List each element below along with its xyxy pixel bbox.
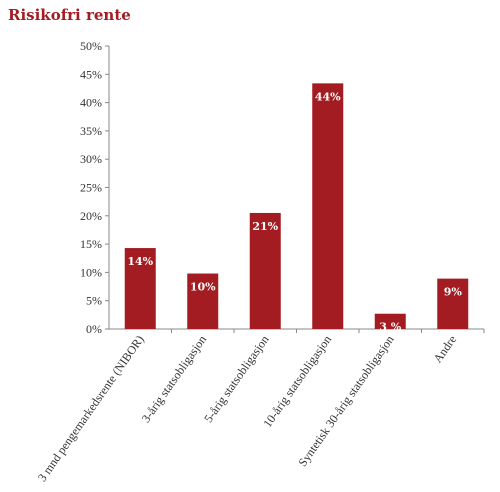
- y-tick-label: 25%: [80, 181, 102, 195]
- bar-data-label: 14%: [127, 255, 153, 268]
- bar: [187, 273, 219, 329]
- bar: [437, 278, 469, 329]
- bar-data-label: 44%: [315, 90, 341, 103]
- x-category-label: 3 mnd pengemarkedsrente (NIBOR): [35, 333, 147, 484]
- y-tick-label: 50%: [80, 39, 102, 53]
- bar-data-label: 9%: [444, 286, 463, 299]
- y-tick-label: 15%: [80, 237, 102, 251]
- y-tick-label: 10%: [80, 265, 102, 279]
- bar-data-label: 21%: [252, 220, 278, 233]
- y-tick-label: 0%: [86, 322, 102, 336]
- y-tick-label: 35%: [80, 124, 102, 138]
- chart-title: Risikofri rente: [8, 6, 131, 24]
- bar-data-label: 10%: [190, 281, 216, 294]
- x-category-label: Andre: [431, 333, 460, 366]
- bar: [312, 83, 344, 329]
- y-tick-label: 45%: [80, 67, 102, 81]
- x-category-label: 5-årig statsobligasjon: [201, 333, 272, 425]
- x-category-label: 10-årig statsobligasjon: [260, 333, 334, 430]
- y-tick-label: 40%: [80, 96, 102, 110]
- y-tick-label: 20%: [80, 209, 102, 223]
- x-category-label: 3-årig statsobligasjon: [139, 333, 210, 425]
- bar: [374, 313, 406, 329]
- y-tick-label: 30%: [80, 152, 102, 166]
- bar: [124, 248, 156, 329]
- y-tick-label: 5%: [86, 294, 102, 308]
- bar: [249, 212, 281, 329]
- bar-data-label: 3 %: [379, 321, 401, 334]
